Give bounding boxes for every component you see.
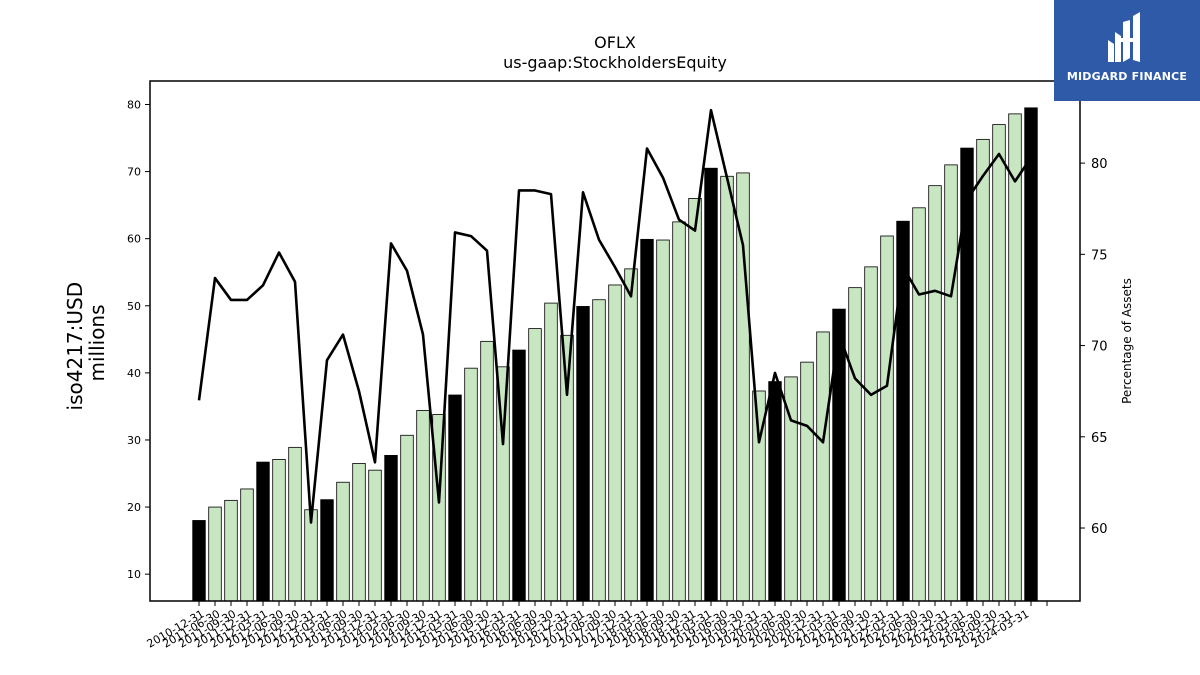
x-axis: 2010-12-312011-06-302011-09-302011-12-31… [145,601,1048,651]
bar-2023-03-31 [976,138,990,602]
brand-name: MIDGARD FINANCE [1066,70,1188,83]
bar-2020-12-31 [832,308,846,602]
bar-2020-06-30 [800,361,814,602]
y-axis-label: iso4217:USD millions [63,276,109,411]
bar-2016-12-31 [576,306,590,602]
bar-2012-06-30 [288,446,302,602]
y-tick-label: 60 [127,233,141,246]
bar-2016-03-31 [528,328,542,602]
bar-2017-03-31 [592,299,606,602]
bar-2018-03-31 [656,239,670,602]
line-series [197,108,1033,524]
y2-tick-label: 80 [1091,157,1108,172]
y-tick-label: 50 [127,300,141,313]
y-tick-label: 70 [127,166,141,179]
y-tick-label: 10 [127,568,141,581]
bar-2017-12-31 [640,238,654,602]
bar-2020-09-30 [816,331,830,602]
bar-2016-06-30 [544,302,558,602]
bar-2021-09-30 [880,235,894,602]
bar-2023-09-30 [1008,113,1022,602]
logo-mark-icon [1108,12,1140,62]
bar-2017-06-30 [608,284,622,602]
bar-2013-09-30 [368,469,382,602]
bar-2014-06-30 [416,410,430,602]
y-tick-label: 20 [127,501,141,514]
bar-2015-12-31 [512,349,526,602]
y2-tick-label: 75 [1091,248,1108,263]
bar-2019-03-31 [720,175,734,602]
bar-2013-03-31 [336,481,350,602]
chart-title: OFLX [594,33,636,52]
bar-2018-12-31 [704,167,718,602]
y2-tick-label: 65 [1091,431,1108,446]
bar-2014-12-31 [448,394,462,602]
bar-2023-12-31 [1024,107,1038,602]
bar-2011-06-30 [224,499,238,602]
y-tick-label: 80 [127,98,141,111]
brand-logo: MIDGARD FINANCE [1054,0,1200,101]
bar-2015-03-31 [464,367,478,602]
bar-2019-06-30 [736,172,750,602]
y2-axis-label: Percentage of Assets [1120,278,1134,404]
bar-2021-12-31 [896,220,910,602]
bar-2012-03-31 [272,459,286,602]
y-axis-right: 60 65 70 75 80 [1080,157,1108,537]
y2-tick-label: 70 [1091,340,1108,355]
bar-2019-12-31 [768,381,782,602]
bar-2011-12-31 [256,461,270,602]
bar-2018-09-30 [688,198,702,602]
bar-2010-12-31 [192,520,206,602]
y-tick-label: 30 [127,434,141,447]
bar-2023-06-30 [992,124,1006,602]
bar-2022-03-31 [912,207,926,602]
chart-subtitle: us-gaap:StockholdersEquity [503,53,727,72]
bar-2021-06-30 [864,266,878,602]
bar-2018-06-30 [672,221,686,602]
bar-2013-12-31 [384,454,398,602]
bar-2011-09-30 [240,488,254,602]
bar-2016-09-30 [560,334,574,602]
bar-2011-03-31 [208,506,222,602]
y2-tick-label: 60 [1091,522,1108,537]
percentage-line [197,108,1033,524]
bar-2012-12-31 [320,499,334,602]
y-axis-left: 10 20 30 40 50 60 70 80 [127,98,150,581]
bar-2021-03-31 [848,287,862,602]
bar-2015-06-30 [480,340,494,602]
bar-2014-03-31 [400,434,414,602]
bar-series [192,107,1038,602]
bar-2022-12-31 [960,147,974,602]
bar-2022-09-30 [944,164,958,602]
bar-2022-06-30 [928,185,942,602]
bar-2017-09-30 [624,268,638,602]
y-tick-label: 40 [127,367,141,380]
bar-2013-06-30 [352,463,366,602]
